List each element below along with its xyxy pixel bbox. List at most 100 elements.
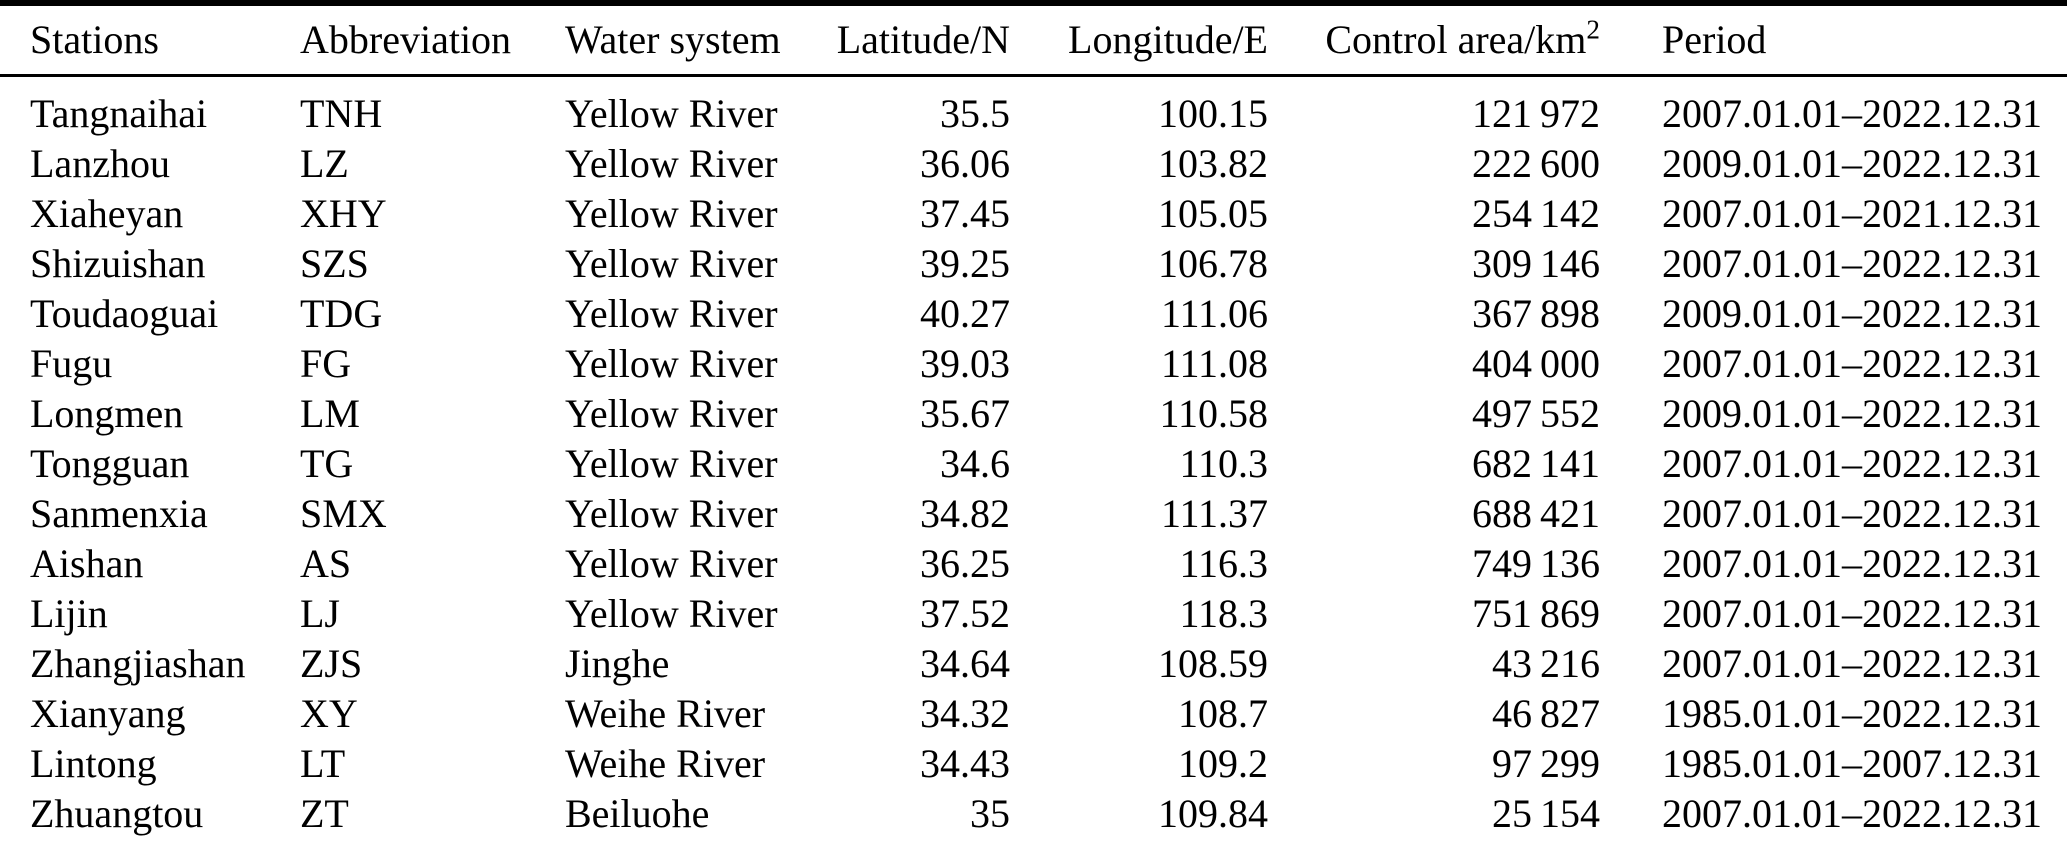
cell-longitude: 111.37	[1160, 490, 1268, 536]
cell-water-system: Yellow River	[565, 290, 778, 336]
cell-period: 2007.01.01–2022.12.31	[1662, 590, 2042, 636]
column-header-superscript: 2	[1586, 14, 1600, 45]
cell-latitude: 34.32	[920, 690, 1010, 736]
cell-abbreviation: LZ	[300, 140, 349, 186]
cell-longitude: 110.58	[1159, 390, 1268, 436]
cell-control-area: 749 136	[1471, 540, 1600, 586]
cell-control-area: 43 216	[1491, 640, 1600, 686]
table-row: Lijin LJ Yellow River 37.52 118.3 751 869 2007…	[0, 589, 2067, 639]
cell-latitude: 36.25	[920, 540, 1010, 586]
cell-stations: Longmen	[30, 390, 184, 436]
cell-abbreviation: SMX	[300, 490, 387, 536]
cell-longitude: 109.2	[1178, 740, 1268, 786]
cell-latitude: 34.82	[920, 490, 1010, 536]
cell-period: 2007.01.01–2022.12.31	[1662, 790, 2042, 836]
cell-longitude: 116.3	[1179, 540, 1268, 586]
cell-period: 2007.01.01–2022.12.31	[1662, 440, 2042, 486]
cell-water-system: Beiluohe	[565, 790, 710, 836]
cell-control-area: 25 154	[1491, 790, 1600, 836]
cell-water-system: Jinghe	[565, 640, 670, 686]
cell-abbreviation: XY	[300, 690, 358, 736]
table-row: Longmen LM Yellow River 35.67 110.58 497 552 2…	[0, 389, 2067, 439]
column-header-label: Control area/km	[1325, 16, 1587, 62]
cell-period: 2007.01.01–2022.12.31	[1662, 90, 2042, 136]
cell-stations: Toudaoguai	[30, 290, 219, 336]
cell-control-area: 46 827	[1491, 690, 1600, 736]
cell-abbreviation: ZT	[300, 790, 349, 836]
column-header-longitude: Longitude/E	[1010, 3, 1268, 75]
cell-latitude: 34.64	[920, 640, 1010, 686]
table-row: Tongguan TG Yellow River 34.6 110.3 682 141 20…	[0, 439, 2067, 489]
table-row: Xiaheyan XHY Yellow River 37.45 105.05 254 14…	[0, 189, 2067, 239]
column-header-stations: Stations	[0, 3, 300, 75]
cell-abbreviation: TG	[300, 440, 354, 486]
cell-control-area: 121 972	[1471, 90, 1600, 136]
cell-longitude: 109.84	[1158, 790, 1268, 836]
table-row: Lintong LT Weihe River 34.43 109.2 97 299 1985…	[0, 739, 2067, 789]
cell-longitude: 106.78	[1158, 240, 1268, 286]
cell-control-area: 751 869	[1471, 590, 1600, 636]
cell-latitude: 37.52	[920, 590, 1010, 636]
cell-control-area: 682 141	[1471, 440, 1600, 486]
table-row: Sanmenxia SMX Yellow River 34.82 111.37 688 4…	[0, 489, 2067, 539]
table-row: Tangnaihai TNH Yellow River 35.5 100.15 121 9…	[0, 75, 2067, 139]
cell-abbreviation: XHY	[300, 190, 387, 236]
cell-stations: Lintong	[30, 740, 157, 786]
cell-water-system: Weihe River	[565, 740, 766, 786]
cell-period: 2007.01.01–2022.12.31	[1662, 540, 2042, 586]
cell-period: 2007.01.01–2022.12.31	[1662, 340, 2042, 386]
cell-control-area: 97 299	[1491, 740, 1600, 786]
cell-longitude: 111.08	[1160, 340, 1268, 386]
cell-longitude: 108.59	[1158, 640, 1268, 686]
column-header-label: Longitude/E	[1068, 16, 1268, 62]
cell-latitude: 34.6	[940, 440, 1010, 486]
cell-period: 2009.01.01–2022.12.31	[1662, 140, 2042, 186]
cell-control-area: 222 600	[1471, 140, 1600, 186]
cell-abbreviation: LT	[300, 740, 346, 786]
cell-control-area: 254 142	[1471, 190, 1600, 236]
cell-abbreviation: SZS	[300, 240, 369, 286]
table-row: Aishan AS Yellow River 36.25 116.3 749 136 200…	[0, 539, 2067, 589]
table-row: Toudaoguai TDG Yellow River 40.27 111.06 367 …	[0, 289, 2067, 339]
cell-water-system: Yellow River	[565, 440, 778, 486]
cell-stations: Lanzhou	[30, 140, 170, 186]
cell-stations: Shizuishan	[30, 240, 206, 286]
cell-stations: Zhuangtou	[30, 790, 204, 836]
cell-latitude: 35.67	[920, 390, 1010, 436]
cell-stations: Aishan	[30, 540, 144, 586]
cell-period: 2007.01.01–2022.12.31	[1662, 490, 2042, 536]
cell-latitude: 35.5	[940, 90, 1010, 136]
cell-abbreviation: AS	[300, 540, 352, 586]
cell-longitude: 108.7	[1178, 690, 1268, 736]
column-header-label: Latitude/N	[836, 16, 1010, 62]
cell-latitude: 39.03	[920, 340, 1010, 386]
cell-longitude: 103.82	[1158, 140, 1268, 186]
table-row: Shizuishan SZS Yellow River 39.25 106.78 309 …	[0, 239, 2067, 289]
cell-abbreviation: LJ	[300, 590, 340, 636]
cell-stations: Tangnaihai	[30, 90, 208, 136]
cell-latitude: 35	[970, 790, 1010, 836]
cell-abbreviation: TDG	[300, 290, 383, 336]
cell-control-area: 497 552	[1471, 390, 1600, 436]
table-row: Zhuangtou ZT Beiluohe 35 109.84 25 154 2007.01…	[0, 789, 2067, 850]
table-body: Tangnaihai TNH Yellow River 35.5 100.15 121 9…	[0, 75, 2067, 850]
cell-stations: Lijin	[30, 590, 108, 636]
cell-water-system: Yellow River	[565, 540, 778, 586]
cell-period: 1985.01.01–2007.12.31	[1662, 740, 2042, 786]
cell-stations: Fugu	[30, 340, 113, 386]
cell-water-system: Yellow River	[565, 340, 778, 386]
cell-water-system: Yellow River	[565, 140, 778, 186]
column-header-label: Abbreviation	[300, 16, 512, 62]
column-header-abbreviation: Abbreviation	[300, 3, 565, 75]
cell-longitude: 100.15	[1158, 90, 1268, 136]
column-header-label: Water system	[565, 16, 781, 62]
cell-latitude: 34.43	[920, 740, 1010, 786]
cell-period: 2007.01.01–2021.12.31	[1662, 190, 2042, 236]
cell-control-area: 309 146	[1471, 240, 1600, 286]
column-header-label: Period	[1662, 16, 1767, 62]
cell-abbreviation: TNH	[300, 90, 383, 136]
cell-latitude: 39.25	[920, 240, 1010, 286]
cell-abbreviation: FG	[300, 340, 352, 386]
